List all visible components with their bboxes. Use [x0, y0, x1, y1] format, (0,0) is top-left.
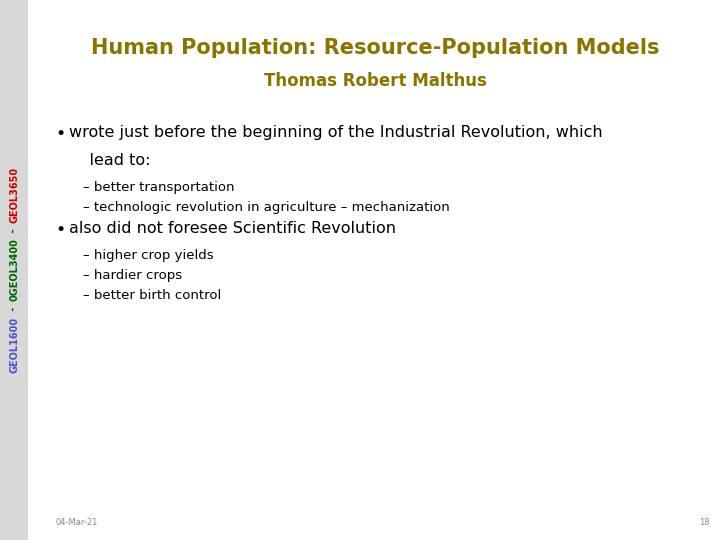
Text: GEOL1600: GEOL1600 [9, 316, 19, 373]
Text: – hardier crops: – hardier crops [83, 269, 182, 282]
Text: Human Population: Resource-Population Models: Human Population: Resource-Population Mo… [91, 38, 660, 58]
Bar [0, 0, 28, 540]
Text: -: - [9, 303, 19, 314]
Text: Thomas Robert Malthus: Thomas Robert Malthus [264, 72, 487, 90]
Text: •: • [55, 221, 66, 239]
Text: GEOL3650: GEOL3650 [9, 167, 19, 224]
Text: wrote just before the beginning of the Industrial Revolution, which: wrote just before the beginning of the I… [69, 125, 603, 140]
Text: -: - [9, 226, 19, 237]
Text: – better transportation: – better transportation [83, 181, 235, 194]
Text: lead to:: lead to: [69, 153, 150, 168]
Text: – better birth control: – better birth control [83, 289, 221, 302]
Text: 0GEOL3400: 0GEOL3400 [9, 239, 19, 301]
Text: – higher crop yields: – higher crop yields [83, 249, 214, 262]
Text: – technologic revolution in agriculture – mechanization: – technologic revolution in agriculture … [83, 201, 450, 214]
Text: 18: 18 [699, 518, 710, 527]
Text: •: • [55, 125, 66, 143]
Text: 04-Mar-21: 04-Mar-21 [55, 518, 97, 527]
Text: also did not foresee Scientific Revolution: also did not foresee Scientific Revoluti… [69, 221, 396, 236]
